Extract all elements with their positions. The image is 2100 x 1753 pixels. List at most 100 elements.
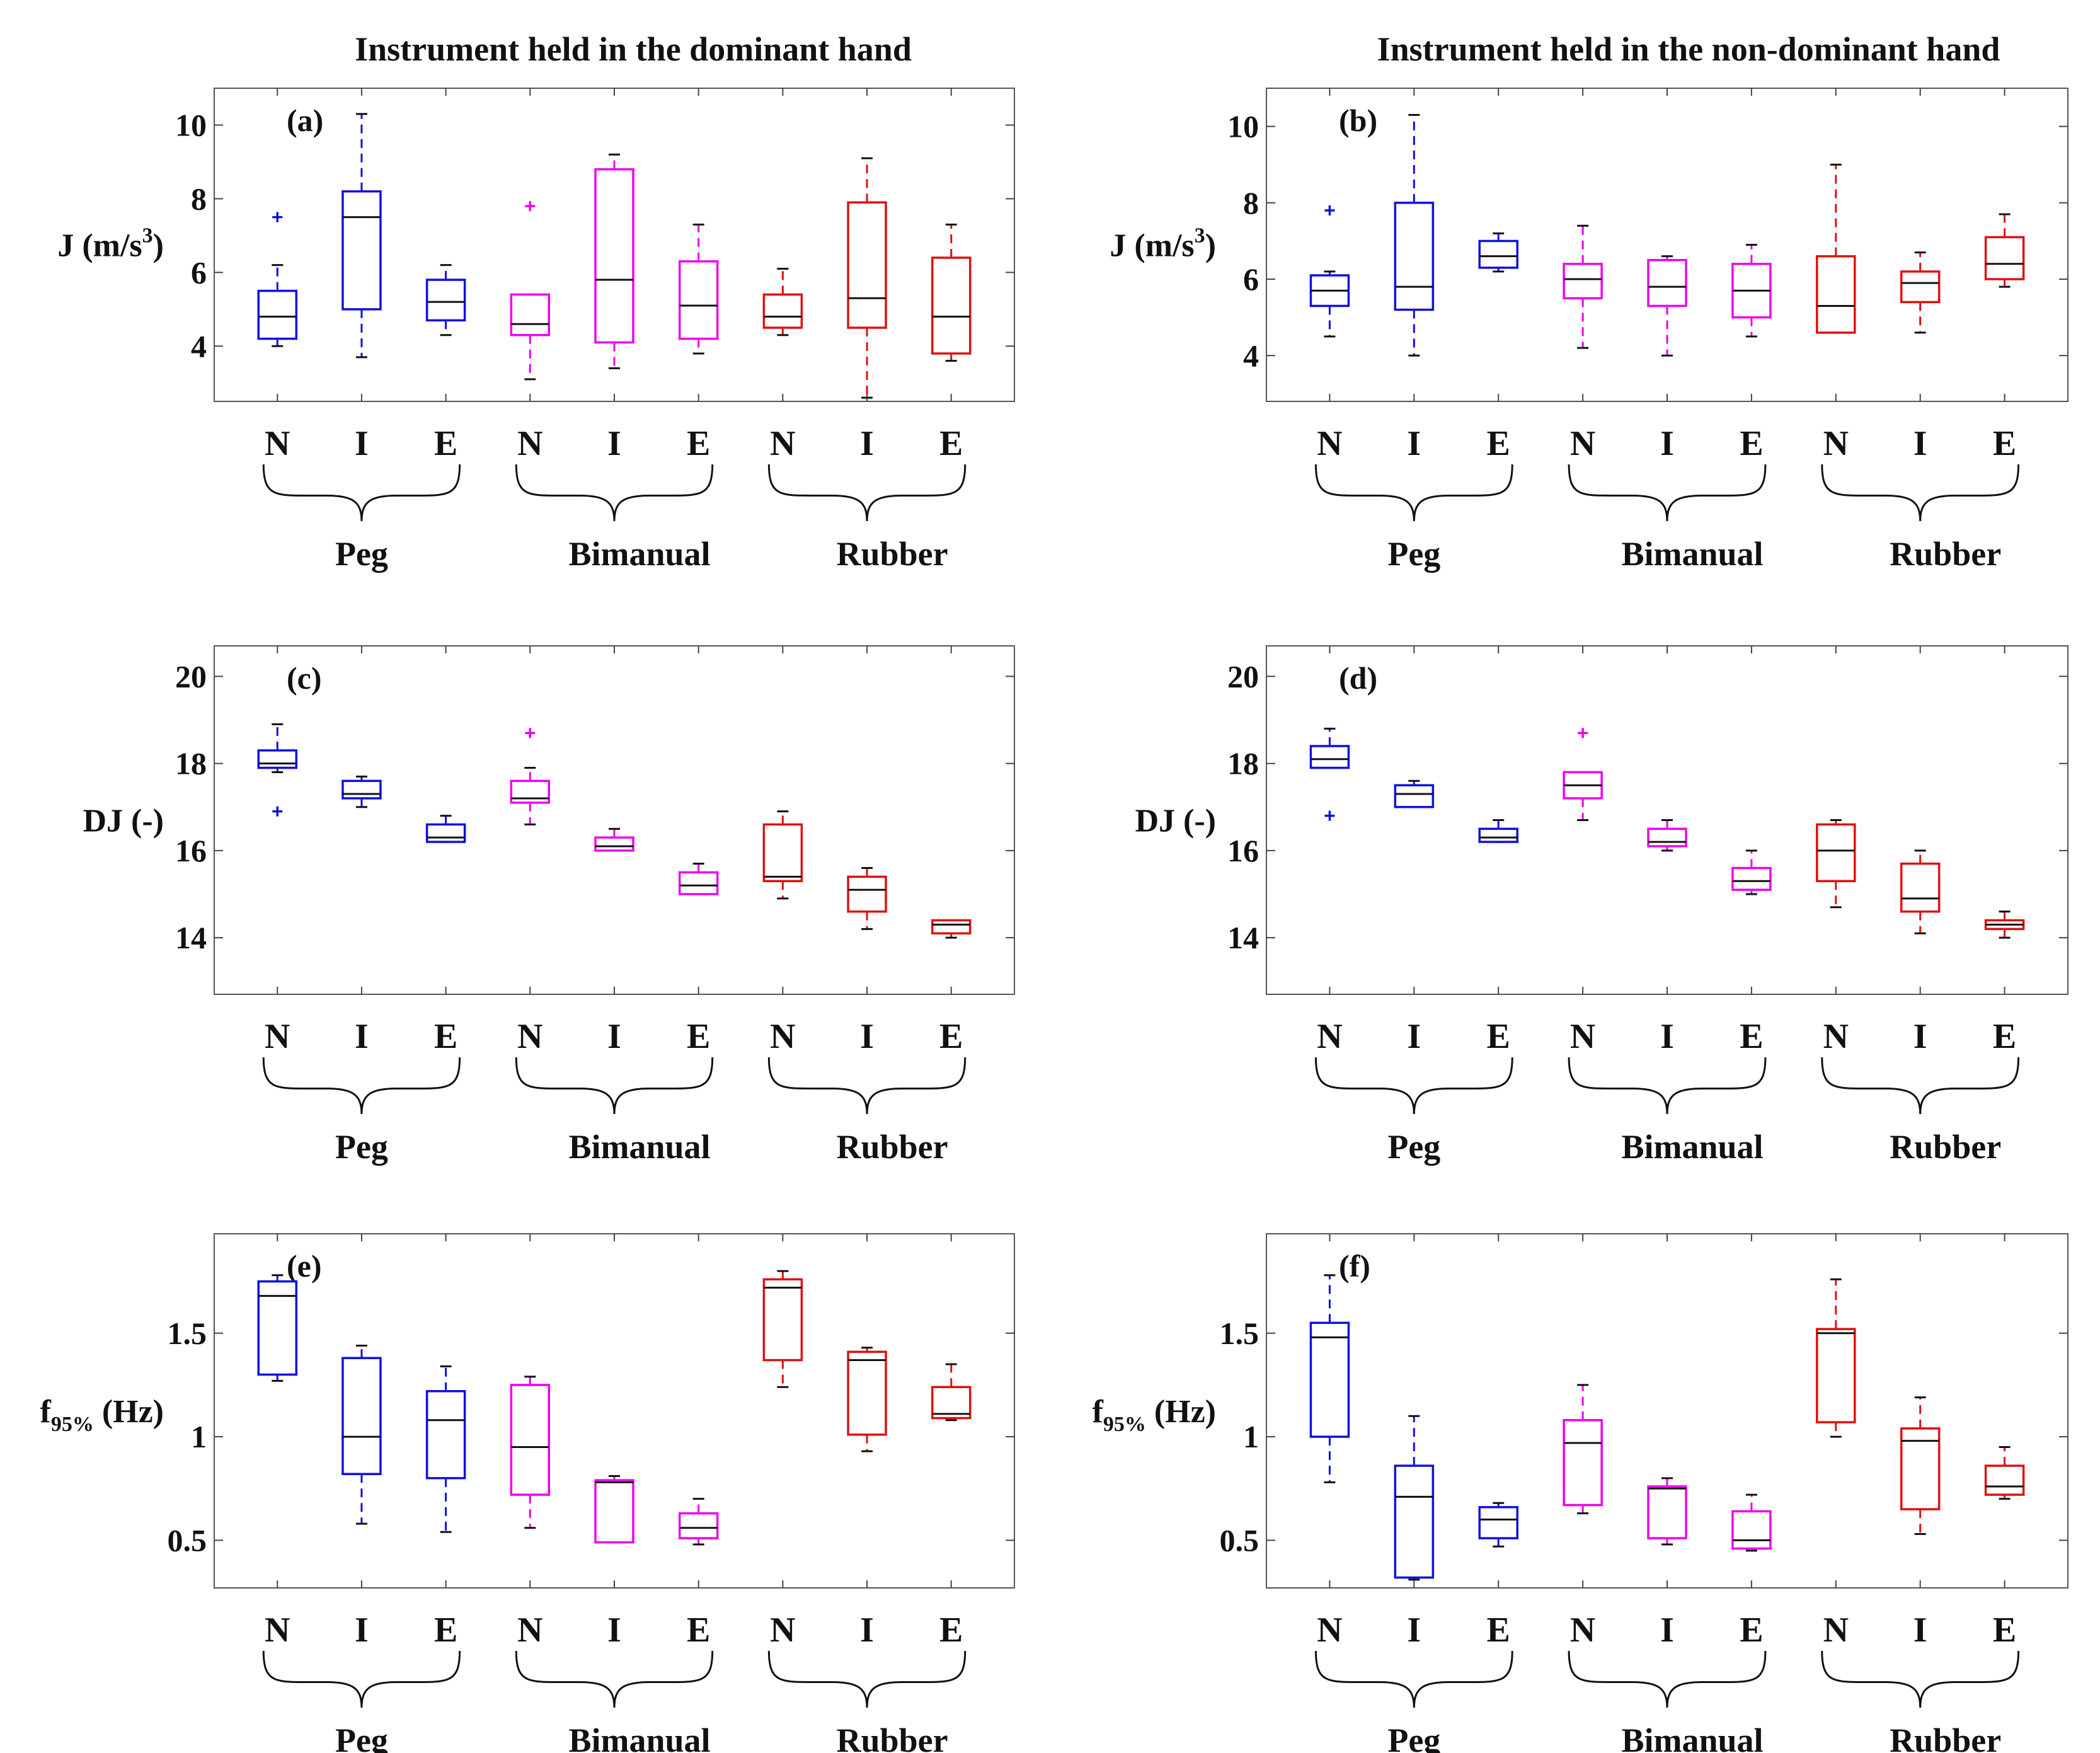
panel-label: (a): [287, 103, 323, 138]
y-tick-label: 0.5: [168, 1522, 207, 1558]
box-bimanual-N: [1563, 224, 1603, 349]
category-label-N: N: [517, 1017, 542, 1056]
group-brace: [767, 464, 967, 522]
panel-f: 0.5 1 1.5 (f) f95% (Hz) N I E N I E N I E Peg Bimanual R…: [1093, 1233, 2068, 1753]
box-iqr: [762, 823, 803, 883]
group-label-bimanual: Bimanual: [568, 1721, 710, 1753]
group-label-peg: Peg: [335, 1721, 388, 1753]
box-iqr: [257, 1280, 298, 1376]
box-rubber-N: [1816, 819, 1856, 909]
box-peg-I: [1394, 779, 1435, 808]
box-bimanual-I: [1647, 255, 1687, 357]
panel-a: 4 6 8 10 (a) J (m/s3) N I E N I E N I E Peg Bimanual Rubb…: [57, 88, 1015, 573]
panel-label: (e): [287, 1248, 322, 1284]
axes-frame: [1266, 1233, 2068, 1589]
box-iqr: [1900, 1427, 1941, 1510]
category-label-N: N: [265, 1611, 290, 1650]
group-brace: [767, 1057, 967, 1115]
y-tick-label: 16: [1227, 833, 1259, 868]
box-bimanual-I: [594, 153, 634, 369]
group-label-bimanual: Bimanual: [568, 1128, 710, 1166]
category-label-N: N: [1570, 1017, 1595, 1056]
y-axis-label-sub: 95%: [51, 1413, 94, 1436]
panel-d: 14 16 18 20 (d) DJ (-) N I E N I E N I E Peg Bimanual Rub…: [1135, 645, 2068, 1166]
panel-label: (c): [287, 660, 322, 696]
box-peg-N: [1309, 727, 1350, 821]
group-brace: [515, 464, 714, 522]
box-rubber-N: [1816, 163, 1856, 334]
y-tick-label: 1.5: [1220, 1316, 1259, 1351]
outlier-marker: [272, 212, 283, 222]
category-label-I: I: [1407, 1017, 1421, 1056]
group-brace: [1568, 1650, 1767, 1708]
box-rubber-E: [931, 1363, 972, 1422]
category-label-E: E: [434, 1017, 457, 1056]
y-tick-label: 14: [1227, 920, 1259, 955]
box-rubber-E: [1984, 213, 2025, 288]
y-axis-label-main: f: [40, 1394, 52, 1430]
box-iqr: [1478, 1506, 1518, 1539]
category-label-I: I: [355, 1017, 369, 1056]
panel-e: 0.5 1 1.5 (e) f95% (Hz) N I E N I E N I E Peg Bimanual R…: [40, 1233, 1015, 1753]
box-peg-E: [1478, 232, 1518, 273]
category-label-E: E: [1993, 1611, 2016, 1650]
box-peg-E: [425, 264, 466, 336]
y-axis-label-tail: ): [1205, 228, 1216, 264]
box-rubber-E: [1984, 911, 2025, 939]
box-bimanual-E: [1731, 244, 1772, 338]
category-label-N: N: [265, 1017, 290, 1056]
box-rubber-N: [762, 810, 803, 900]
y-axis-label-sup: 3: [142, 224, 153, 248]
y-tick-label: 16: [175, 833, 207, 868]
box-rubber-E: [1984, 1446, 2025, 1500]
y-tick-label: 0.5: [1220, 1522, 1259, 1558]
y-tick-label: 18: [175, 746, 207, 781]
category-label-N: N: [1570, 424, 1595, 463]
box-iqr: [510, 1384, 551, 1496]
y-axis-label: f95% (Hz): [40, 1394, 164, 1436]
group-label-peg: Peg: [335, 1128, 388, 1166]
category-label-N: N: [1823, 1611, 1849, 1650]
box-peg-N: [257, 723, 298, 817]
box-bimanual-E: [678, 863, 719, 895]
y-axis-label-tail: ): [153, 228, 164, 264]
box-iqr: [678, 260, 719, 340]
group-label-peg: Peg: [335, 535, 388, 573]
group-brace: [1821, 1057, 2020, 1115]
group-brace: [515, 1650, 714, 1708]
box-iqr: [1647, 258, 1687, 307]
box-rubber-I: [847, 867, 887, 930]
category-label-E: E: [1740, 1611, 1763, 1650]
box-iqr: [594, 836, 634, 852]
group-label-peg: Peg: [1387, 1721, 1440, 1753]
box-iqr: [931, 1386, 972, 1420]
box-iqr: [594, 168, 634, 344]
box-rubber-N: [1816, 1278, 1856, 1438]
box-bimanual-E: [1731, 849, 1772, 895]
y-tick-label: 20: [175, 658, 207, 694]
box-bimanual-N: [510, 728, 551, 825]
category-label-I: I: [860, 1017, 874, 1056]
box-bimanual-N: [510, 1376, 551, 1529]
category-label-I: I: [607, 424, 621, 463]
category-label-I: I: [860, 424, 874, 463]
box-bimanual-N: [1563, 1384, 1603, 1515]
box-iqr: [847, 1350, 887, 1436]
category-label-I: I: [607, 1611, 621, 1650]
group-label-rubber: Rubber: [837, 1721, 948, 1753]
box-iqr: [1900, 270, 1941, 304]
box-bimanual-E: [678, 1498, 719, 1546]
group-label-bimanual: Bimanual: [568, 535, 710, 573]
y-axis-label-sub: 95%: [1103, 1413, 1146, 1436]
box-rubber-N: [762, 268, 803, 336]
category-label-N: N: [770, 1611, 795, 1650]
box-rubber-E: [931, 223, 972, 362]
group-brace: [1821, 1650, 2020, 1708]
y-axis-label: DJ (-): [83, 803, 164, 839]
box-iqr: [425, 823, 466, 843]
category-label-N: N: [517, 424, 542, 463]
box-peg-E: [425, 1365, 466, 1533]
y-tick-label: 8: [191, 181, 207, 216]
category-label-E: E: [939, 1611, 963, 1650]
